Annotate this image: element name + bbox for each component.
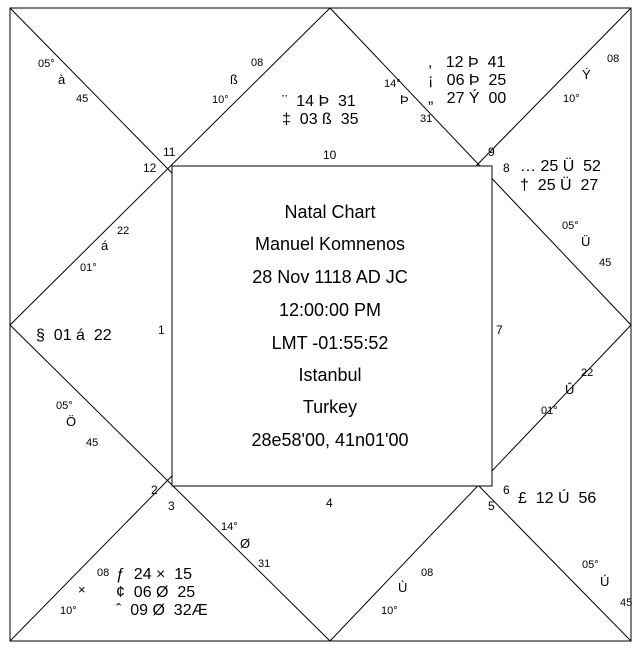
cusp-degree: 10° — [212, 94, 229, 106]
planet-position: ‡ 03 ß 35 — [282, 111, 359, 128]
cusp-minute: 31 — [420, 113, 432, 125]
house-number: 3 — [168, 499, 175, 513]
house-number: 5 — [488, 499, 495, 513]
cusp-sign: Ö — [66, 414, 76, 429]
cusp-minute: 45 — [599, 257, 611, 269]
inner-square — [171, 165, 493, 487]
cusp-degree: 05° — [38, 58, 55, 70]
cusp-minute: 45 — [76, 93, 88, 105]
cusp-sign: Ø — [240, 536, 250, 551]
cusp-minute: 08 — [607, 53, 619, 65]
cusp-sign: Ù — [398, 580, 407, 595]
planet-position: … 25 Ü 52 — [520, 157, 601, 175]
planet-position: ƒ 24 × 15 — [116, 566, 192, 583]
center-text: 28 Nov 1118 AD JC — [252, 267, 407, 287]
center-text: LMT -01:55:52 — [272, 333, 389, 353]
cusp-sign: Ý — [582, 67, 591, 82]
cusp-minute: 08 — [97, 567, 109, 579]
planet-position: ¢ 06 Ø 25 — [116, 584, 195, 601]
cusp-minute: 45 — [620, 597, 632, 609]
center-text: Istanbul — [298, 365, 361, 385]
center-text: 28e58'00, 41n01'00 — [251, 430, 408, 450]
planet-position: £ 12 Ú 56 — [518, 488, 596, 507]
planet-position: ˆ 09 Ø 32Æ — [116, 602, 208, 619]
cusp-degree: 01° — [80, 262, 97, 274]
center-text: Natal Chart — [284, 202, 375, 222]
cusp-minute: 22 — [581, 367, 593, 379]
planet-position: , 12 Þ 41 — [428, 54, 505, 71]
cusp-degree: 10° — [381, 605, 398, 617]
cusp-minute: 31 — [258, 558, 270, 570]
cusp-degree: 14° — [221, 521, 238, 533]
planet-position: ¡ 06 Þ 25 — [428, 72, 506, 89]
house-number: 10 — [323, 148, 337, 162]
house-number: 6 — [503, 483, 510, 497]
house-number: 9 — [488, 145, 495, 159]
cusp-minute: 45 — [86, 437, 98, 449]
center-text: Manuel Komnenos — [255, 234, 405, 254]
house-number: 7 — [496, 323, 503, 337]
house-number: 2 — [151, 483, 158, 497]
house-number: 4 — [326, 496, 333, 510]
cusp-minute: 08 — [251, 57, 263, 69]
planet-position: „ 27 Ý 00 — [428, 88, 506, 107]
cusp-degree: 01° — [541, 405, 558, 417]
cusp-degree: 05° — [56, 400, 73, 412]
cusp-sign: á — [101, 238, 109, 253]
diamond-edge — [9, 324, 331, 642]
center-text: Turkey — [303, 397, 357, 417]
cusp-sign: Û — [565, 382, 574, 397]
cusp-sign: Þ — [400, 92, 409, 107]
house-number: 1 — [158, 323, 165, 337]
planet-position: ¨ 14 Þ 31 — [282, 93, 356, 110]
cusp-degree: 10° — [563, 93, 580, 105]
cusp-sign: Ú — [600, 574, 609, 589]
cusp-minute: 22 — [117, 225, 129, 237]
planet-position: † 25 Ü 27 — [520, 176, 598, 194]
house-number: 12 — [143, 161, 157, 175]
cusp-degree: 05° — [582, 559, 599, 571]
cusp-sign: ß — [230, 72, 238, 87]
cusp-sign: à — [58, 72, 66, 87]
planet-position: § 01 á 22 — [36, 327, 112, 344]
house-number: 11 — [163, 145, 176, 159]
house-number: 8 — [503, 161, 510, 175]
cusp-degree: 05° — [562, 220, 579, 232]
cusp-minute: 08 — [421, 567, 433, 579]
cusp-sign: Ü — [581, 234, 590, 249]
center-text: 12:00:00 PM — [279, 300, 381, 320]
cusp-sign: × — [78, 582, 86, 597]
cusp-degree: 10° — [60, 605, 77, 617]
cusp-degree: 14° — [384, 78, 401, 90]
diamond-edge — [9, 7, 331, 326]
